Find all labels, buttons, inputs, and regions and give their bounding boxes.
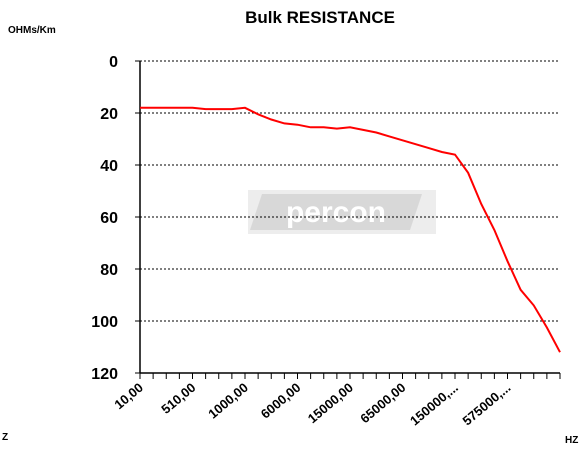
x-tick-label: 6000,00 bbox=[258, 380, 304, 422]
x-tick-label: 15000,00 bbox=[305, 380, 356, 426]
x-tick-label: 510,00 bbox=[158, 380, 198, 417]
y-tick-label: 0 bbox=[109, 54, 118, 71]
x-tick-label: 10,00 bbox=[111, 380, 146, 412]
x-tick-label: 575000,... bbox=[459, 380, 513, 429]
chart-title: Bulk RESISTANCE bbox=[245, 8, 395, 27]
x-tick-label: 65000,00 bbox=[357, 380, 408, 426]
y-axis-label: OHMs/Km bbox=[8, 25, 56, 36]
line-series bbox=[140, 106, 561, 353]
x-tick-label: 150000,... bbox=[407, 380, 461, 429]
y-tick-label: 60 bbox=[100, 210, 118, 227]
y-tick-label: 40 bbox=[100, 158, 118, 175]
y-tick-label: 80 bbox=[100, 262, 118, 279]
x-axis-label-left: Z bbox=[2, 432, 8, 443]
y-tick-label: 20 bbox=[100, 106, 118, 123]
x-axis-label-right: HZ bbox=[565, 435, 578, 446]
watermark-band bbox=[250, 194, 422, 230]
watermark: percon bbox=[286, 196, 386, 229]
y-tick-label: 100 bbox=[91, 314, 118, 331]
x-tick-label: 1000,00 bbox=[205, 380, 251, 422]
y-tick-label: 120 bbox=[91, 366, 118, 383]
